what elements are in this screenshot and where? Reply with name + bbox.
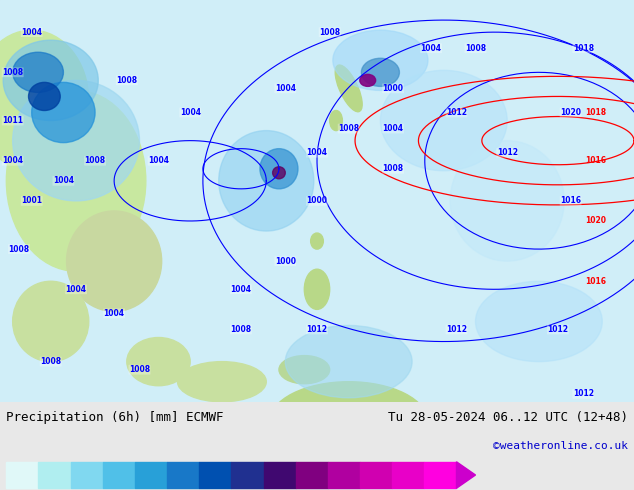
Text: 1008: 1008 <box>465 44 486 53</box>
Text: 1008: 1008 <box>319 27 340 37</box>
Text: 1004: 1004 <box>65 285 87 294</box>
Text: 1018: 1018 <box>585 108 607 117</box>
Ellipse shape <box>380 70 507 171</box>
Text: 1004: 1004 <box>306 148 328 157</box>
Ellipse shape <box>6 90 146 271</box>
Bar <box>39 462 70 488</box>
Text: 1011: 1011 <box>2 116 23 125</box>
Text: 1004: 1004 <box>275 84 296 93</box>
Text: 1012: 1012 <box>496 148 518 157</box>
Ellipse shape <box>335 65 362 112</box>
Ellipse shape <box>285 325 412 398</box>
Bar <box>264 462 295 488</box>
Ellipse shape <box>127 338 190 386</box>
Text: 1016: 1016 <box>585 156 607 165</box>
Ellipse shape <box>0 30 89 171</box>
Text: 1001: 1001 <box>21 196 42 205</box>
Text: 1012: 1012 <box>547 325 569 334</box>
Ellipse shape <box>311 233 323 249</box>
Ellipse shape <box>330 111 342 131</box>
Text: 1000: 1000 <box>306 196 328 205</box>
Text: Tu 28-05-2024 06..12 UTC (12+48): Tu 28-05-2024 06..12 UTC (12+48) <box>387 411 628 424</box>
Text: 1008: 1008 <box>230 325 252 334</box>
Text: Precipitation (6h) [mm] ECMWF: Precipitation (6h) [mm] ECMWF <box>6 411 224 424</box>
Bar <box>6 462 39 488</box>
Text: 1012: 1012 <box>306 325 328 334</box>
Ellipse shape <box>13 281 89 362</box>
Text: 1004: 1004 <box>230 285 252 294</box>
Bar <box>135 462 167 488</box>
Ellipse shape <box>333 30 428 90</box>
Text: 1012: 1012 <box>573 389 594 398</box>
Text: 1016: 1016 <box>585 277 607 286</box>
Bar <box>231 462 264 488</box>
Text: 1000: 1000 <box>275 257 296 266</box>
Ellipse shape <box>450 141 564 261</box>
Text: 1012: 1012 <box>446 108 467 117</box>
Ellipse shape <box>29 82 60 111</box>
Ellipse shape <box>67 211 162 312</box>
Text: 1004: 1004 <box>179 108 201 117</box>
Bar <box>424 462 456 488</box>
Bar <box>328 462 360 488</box>
Bar <box>167 462 199 488</box>
Text: 1008: 1008 <box>382 164 404 173</box>
Text: 1004: 1004 <box>2 156 23 165</box>
Bar <box>295 462 328 488</box>
Text: 1012: 1012 <box>446 325 467 334</box>
Text: 1004: 1004 <box>420 44 442 53</box>
Text: 1008: 1008 <box>338 124 359 133</box>
Bar <box>103 462 135 488</box>
Ellipse shape <box>219 130 314 231</box>
Ellipse shape <box>13 80 139 201</box>
Text: 1008: 1008 <box>8 245 30 254</box>
Text: 1004: 1004 <box>53 176 74 185</box>
Text: 1020: 1020 <box>560 108 581 117</box>
Ellipse shape <box>3 40 98 121</box>
Text: 1004: 1004 <box>382 124 404 133</box>
Ellipse shape <box>359 74 375 86</box>
Text: 1020: 1020 <box>585 217 607 225</box>
Ellipse shape <box>260 148 298 189</box>
Text: 1004: 1004 <box>148 156 169 165</box>
Ellipse shape <box>273 167 285 179</box>
Bar <box>360 462 392 488</box>
Text: 1008: 1008 <box>84 156 106 165</box>
Text: 1008: 1008 <box>2 68 23 77</box>
Text: 1008: 1008 <box>40 357 61 366</box>
Text: 1008: 1008 <box>129 365 150 374</box>
Text: 1000: 1000 <box>382 84 404 93</box>
Text: 1004: 1004 <box>103 309 125 318</box>
Ellipse shape <box>13 52 63 93</box>
Bar <box>199 462 231 488</box>
Ellipse shape <box>361 58 399 86</box>
Text: 1016: 1016 <box>560 196 581 205</box>
Bar <box>70 462 103 488</box>
Text: ©weatheronline.co.uk: ©weatheronline.co.uk <box>493 441 628 451</box>
Bar <box>392 462 424 488</box>
Polygon shape <box>456 462 476 488</box>
Ellipse shape <box>178 362 266 402</box>
Ellipse shape <box>32 82 95 143</box>
Ellipse shape <box>304 269 330 309</box>
Text: 1018: 1018 <box>573 44 594 53</box>
Ellipse shape <box>476 281 602 362</box>
Text: 1008: 1008 <box>116 76 138 85</box>
Ellipse shape <box>269 382 428 462</box>
Ellipse shape <box>279 356 330 384</box>
Text: 1004: 1004 <box>21 27 42 37</box>
